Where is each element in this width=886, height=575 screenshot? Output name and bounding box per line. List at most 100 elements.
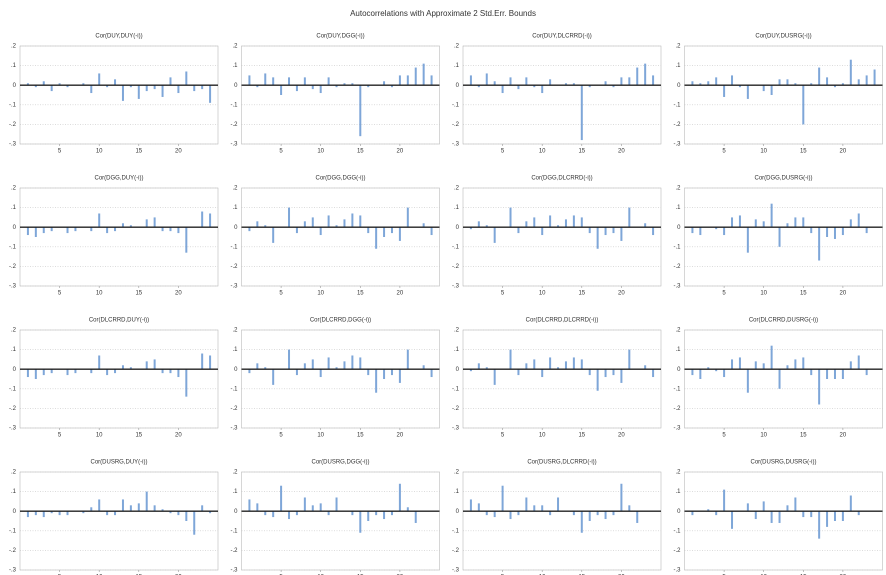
y-tick-label: -.3 bbox=[452, 426, 460, 432]
y-tick-label: -.1 bbox=[452, 386, 460, 392]
bar bbox=[604, 511, 607, 520]
bar bbox=[699, 369, 702, 379]
bar bbox=[770, 345, 773, 370]
y-tick-label: .1 bbox=[454, 347, 460, 353]
bar bbox=[398, 227, 401, 241]
bar bbox=[90, 227, 93, 232]
bar bbox=[525, 221, 528, 228]
bar bbox=[327, 357, 330, 370]
panel-title: Cor(DUY,DLCRRD(-i)) bbox=[532, 34, 592, 40]
bar bbox=[137, 85, 140, 99]
bar bbox=[248, 369, 251, 374]
y-tick-label: .2 bbox=[675, 44, 681, 50]
bar bbox=[802, 511, 805, 518]
bar bbox=[818, 67, 821, 86]
x-tick-label: 5 bbox=[279, 433, 283, 439]
bar bbox=[810, 227, 813, 234]
bar bbox=[90, 85, 93, 94]
y-tick-label: -.3 bbox=[673, 284, 681, 290]
x-tick-label: 10 bbox=[96, 433, 103, 439]
bar bbox=[343, 219, 346, 228]
bar bbox=[857, 511, 860, 516]
bar bbox=[620, 483, 623, 512]
y-tick-label: .1 bbox=[232, 63, 238, 69]
x-tick-label: 20 bbox=[618, 149, 625, 155]
bar bbox=[256, 85, 259, 88]
y-tick-label: -.1 bbox=[9, 528, 17, 534]
y-tick-label: -.2 bbox=[673, 548, 681, 554]
bar bbox=[794, 497, 797, 512]
bar bbox=[375, 511, 378, 516]
x-tick-label: 5 bbox=[722, 149, 726, 155]
bar bbox=[430, 369, 433, 378]
bar bbox=[319, 369, 322, 378]
bar bbox=[572, 511, 575, 516]
panel-title: Cor(DLCRRD,DLCRRD(-i)) bbox=[526, 318, 599, 324]
bar bbox=[477, 85, 480, 88]
bar bbox=[818, 227, 821, 261]
y-tick-label: -.3 bbox=[9, 426, 17, 432]
plot-frame bbox=[241, 187, 440, 287]
y-tick-label: -.1 bbox=[452, 528, 460, 534]
y-tick-label: .2 bbox=[232, 186, 238, 192]
bar bbox=[770, 511, 773, 523]
bar bbox=[873, 69, 876, 86]
bar bbox=[841, 227, 844, 236]
bar bbox=[826, 227, 829, 237]
bar bbox=[383, 81, 386, 86]
bar bbox=[26, 511, 29, 518]
y-tick-label: .1 bbox=[11, 63, 17, 69]
bar bbox=[580, 511, 583, 533]
bar bbox=[367, 369, 370, 376]
y-tick-label: -.3 bbox=[673, 142, 681, 148]
bar bbox=[42, 511, 45, 518]
bar bbox=[517, 85, 520, 90]
y-tick-label: -.3 bbox=[452, 284, 460, 290]
y-tick-label: -.2 bbox=[452, 406, 460, 412]
y-tick-label: -.2 bbox=[9, 548, 17, 554]
bar bbox=[746, 227, 749, 253]
bar bbox=[390, 369, 393, 376]
y-tick-label: .2 bbox=[675, 186, 681, 192]
bar bbox=[636, 511, 639, 523]
y-tick-label: .1 bbox=[232, 489, 238, 495]
bar bbox=[106, 227, 109, 234]
y-tick-label: -.1 bbox=[230, 102, 238, 108]
plot-frame bbox=[684, 471, 883, 571]
bar bbox=[841, 83, 844, 86]
bar bbox=[525, 363, 528, 370]
y-tick-label: -.2 bbox=[452, 264, 460, 270]
bar bbox=[153, 505, 156, 512]
y-tick-label: .1 bbox=[454, 489, 460, 495]
bar bbox=[193, 511, 196, 535]
bar bbox=[620, 77, 623, 86]
bar bbox=[509, 207, 512, 228]
x-tick-label: 10 bbox=[317, 291, 324, 297]
bar bbox=[770, 203, 773, 228]
bar bbox=[644, 63, 647, 86]
bar bbox=[746, 503, 749, 512]
bar bbox=[628, 207, 631, 228]
bar bbox=[422, 223, 425, 228]
panel-title: Cor(DLCRRD,DUSRG(-i)) bbox=[749, 318, 818, 324]
bar bbox=[833, 227, 836, 239]
y-tick-label: -.1 bbox=[230, 528, 238, 534]
y-tick-label: -.1 bbox=[673, 386, 681, 392]
bar bbox=[90, 507, 93, 512]
bar bbox=[738, 85, 741, 88]
bar bbox=[628, 77, 631, 86]
bar bbox=[715, 227, 718, 230]
bar bbox=[185, 511, 188, 521]
y-tick-label: -.2 bbox=[673, 264, 681, 270]
x-tick-label: 15 bbox=[135, 433, 142, 439]
bar bbox=[849, 59, 852, 86]
bar bbox=[841, 369, 844, 379]
bar bbox=[327, 215, 330, 228]
y-tick-label: -.1 bbox=[9, 102, 17, 108]
bar bbox=[359, 511, 362, 533]
bar bbox=[794, 83, 797, 86]
bar bbox=[533, 85, 536, 88]
bar bbox=[375, 369, 378, 393]
bar bbox=[778, 79, 781, 86]
